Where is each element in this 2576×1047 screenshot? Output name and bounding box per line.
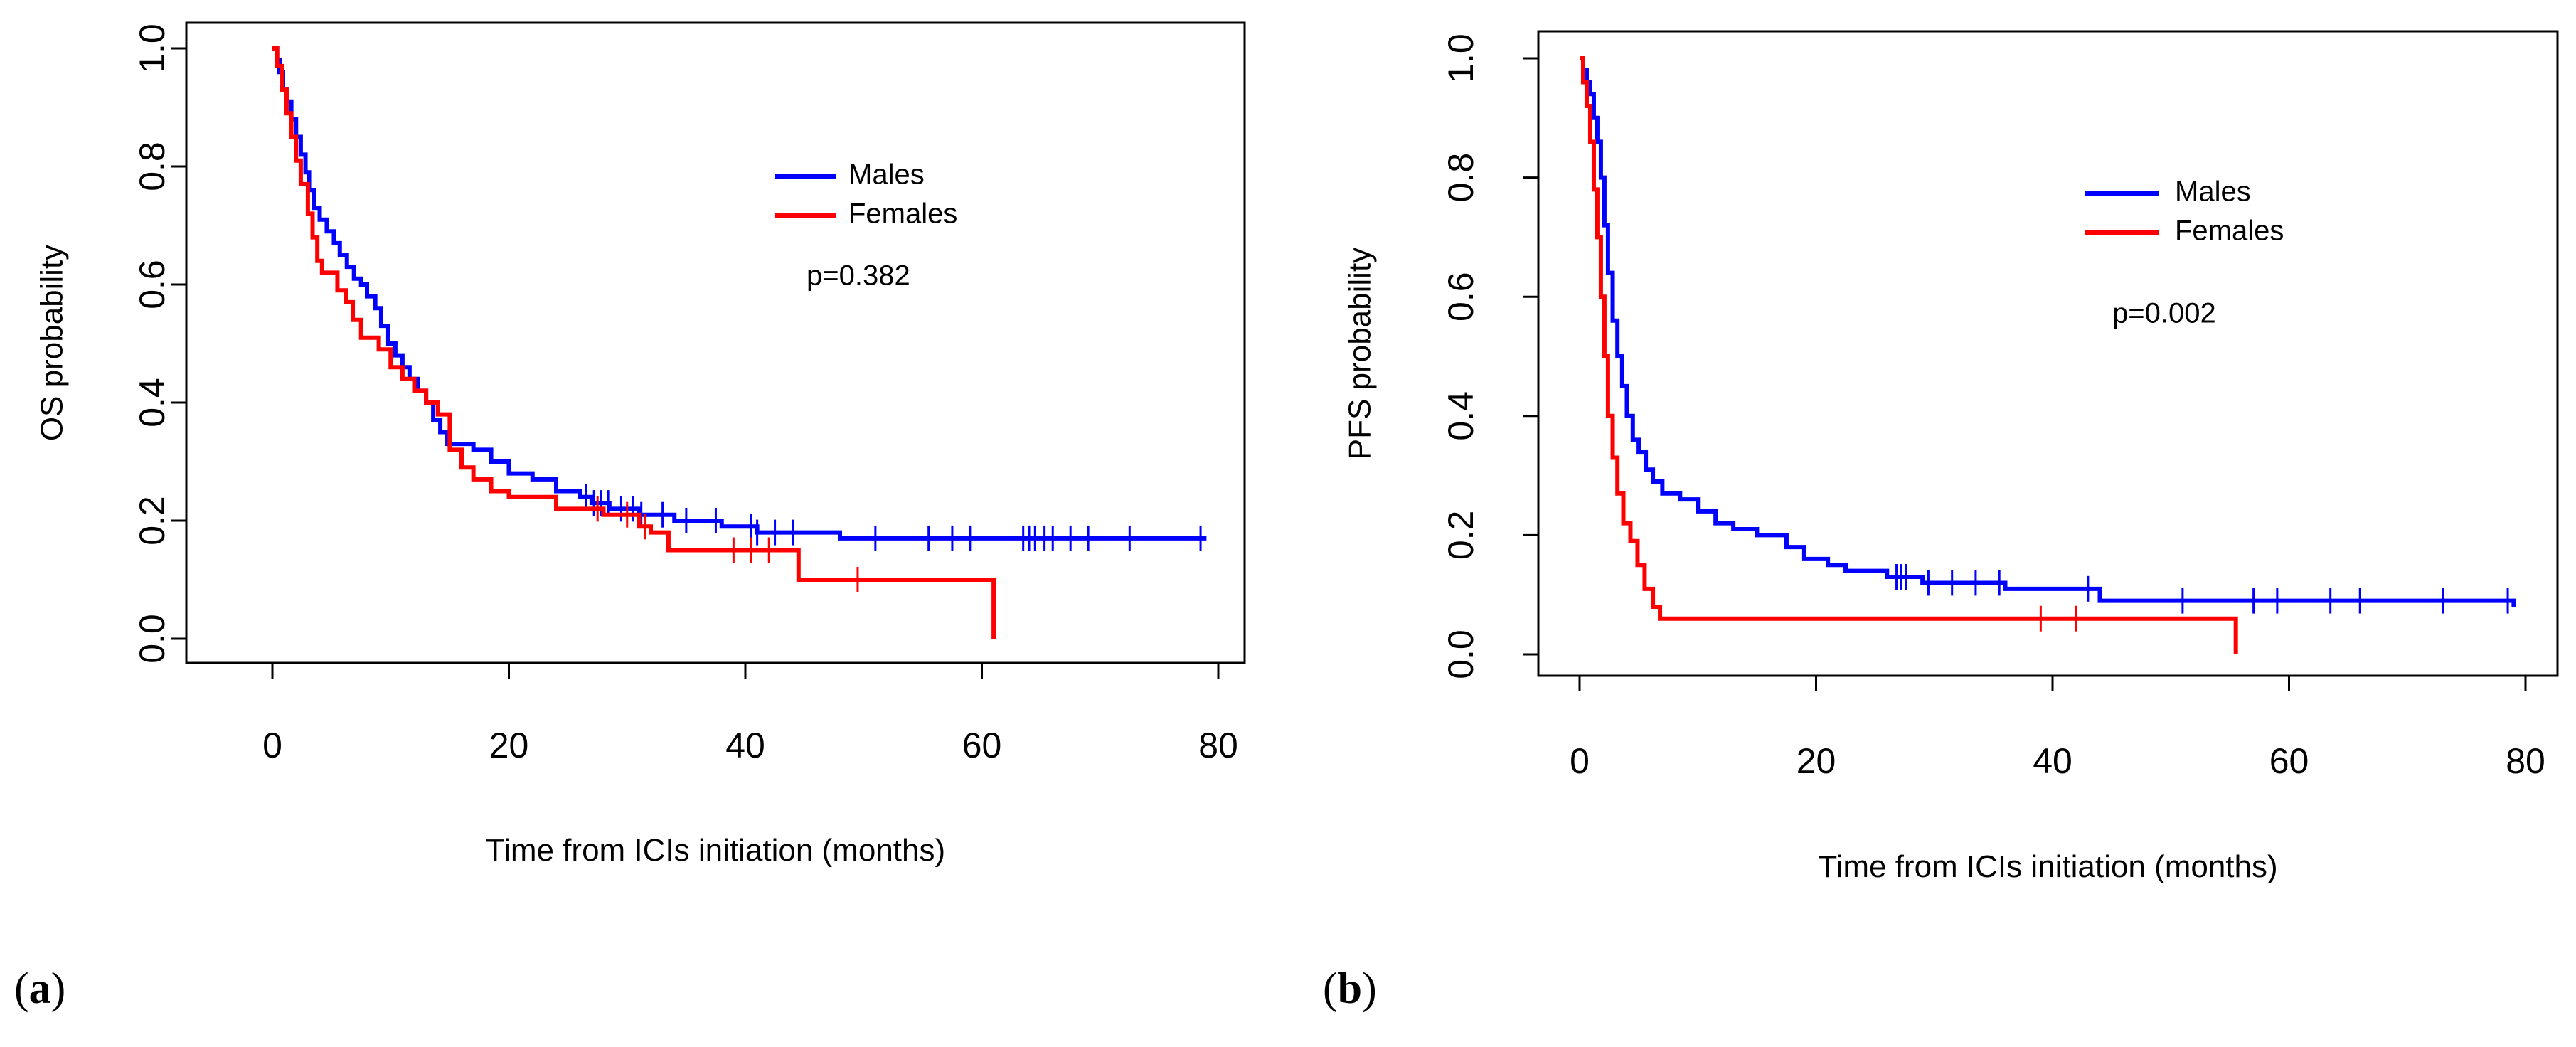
panel-a-legend-label-females: Females	[848, 198, 957, 230]
panel-a: 0 20 40 60 80 0.0 0.2 0.4 0.6 0.8 1.0 Time from ICI…	[35, 21, 1246, 868]
panel-a-x-tick-label-0: 0	[262, 726, 282, 765]
panel-a-y-axis: 0.0 0.2 0.4 0.6 0.8 1.0	[132, 23, 188, 664]
panel-a-y-tick-label-2: 0.4	[132, 378, 172, 427]
panel-b: 0 20 40 60 80 0.0 0.2 0.4 0.6 0.8 1.0 Time from ICI…	[1343, 30, 2559, 884]
panel-b-p-value: p=0.002	[2112, 298, 2216, 329]
panel-a-y-tick-label-5: 1.0	[132, 23, 172, 73]
panel-b-y-tick-label-5: 1.0	[1441, 33, 1481, 83]
panel-a-y-tick-label-4: 0.8	[132, 142, 172, 191]
panel-a-x-tick-label-60: 60	[962, 726, 1002, 765]
panel-a-y-tick-label-0: 0.0	[132, 614, 172, 664]
panel-a-p-value: p=0.382	[807, 260, 910, 292]
panel-b-legend: Males Females	[2085, 176, 2284, 247]
panel-a-series-females	[272, 46, 996, 639]
panel-a-x-tick-label-80: 80	[1198, 726, 1238, 765]
panel-a-x-tick-label-40: 40	[725, 726, 765, 765]
panel-a-x-tick-label-20: 20	[489, 726, 529, 765]
panel-b-y-axis: 0.0 0.2 0.4 0.6 0.8 1.0	[1441, 33, 1540, 679]
panel-b-plot-frame	[1537, 30, 2559, 677]
panel-a-y-tick-label-1: 0.2	[132, 496, 172, 546]
panel-a-survival-curve-females	[272, 46, 996, 639]
panel-b-x-tick-label-40: 40	[2033, 741, 2072, 781]
panel-tag-a-letter: a	[29, 964, 51, 1013]
panel-b-x-tick-label-0: 0	[1570, 741, 1590, 781]
panel-b-series-females	[1580, 56, 2238, 654]
panel-a-plot-frame	[185, 21, 1246, 664]
panel-b-series-males	[1580, 56, 2516, 614]
panel-b-y-tick-label-4: 0.8	[1441, 153, 1481, 203]
panel-b-survival-curve-males	[1580, 56, 2516, 607]
panel-b-y-axis-title: PFS probability	[1343, 248, 1378, 459]
panel-a-x-axis-title: Time from ICIs initiation (months)	[486, 833, 945, 868]
panel-b-y-tick-label-0: 0.0	[1441, 629, 1481, 679]
panel-b-x-tick-label-80: 80	[2506, 741, 2545, 781]
panel-b-y-tick-label-2: 0.4	[1441, 391, 1481, 441]
panel-b-x-axis: 0 20 40 60 80	[1570, 674, 2545, 781]
panel-a-series-males	[272, 46, 1207, 551]
panel-b-legend-label-males: Males	[2175, 176, 2251, 208]
panel-a-legend-label-males: Males	[848, 159, 925, 191]
panel-tag-b: (b)	[1323, 964, 1377, 1013]
panel-b-y-tick-label-3: 0.6	[1441, 272, 1481, 321]
panel-a-y-tick-label-3: 0.6	[132, 260, 172, 309]
panel-tag-b-letter: b	[1338, 964, 1362, 1013]
panel-b-survival-curve-females	[1580, 56, 2238, 654]
panel-a-x-axis: 0 20 40 60 80	[262, 661, 1238, 765]
panel-b-y-tick-label-1: 0.2	[1441, 511, 1481, 560]
panel-a-legend: Males Females	[775, 159, 957, 230]
panel-b-x-tick-label-60: 60	[2269, 741, 2309, 781]
panel-b-legend-label-females: Females	[2175, 216, 2284, 247]
panel-b-x-tick-label-20: 20	[1797, 741, 1836, 781]
panel-b-x-axis-title: Time from ICIs initiation (months)	[1818, 849, 2277, 884]
panel-a-survival-curve-males	[272, 46, 1207, 541]
panel-tag-a: (a)	[14, 964, 65, 1013]
panel-a-y-axis-title: OS probability	[35, 245, 70, 441]
